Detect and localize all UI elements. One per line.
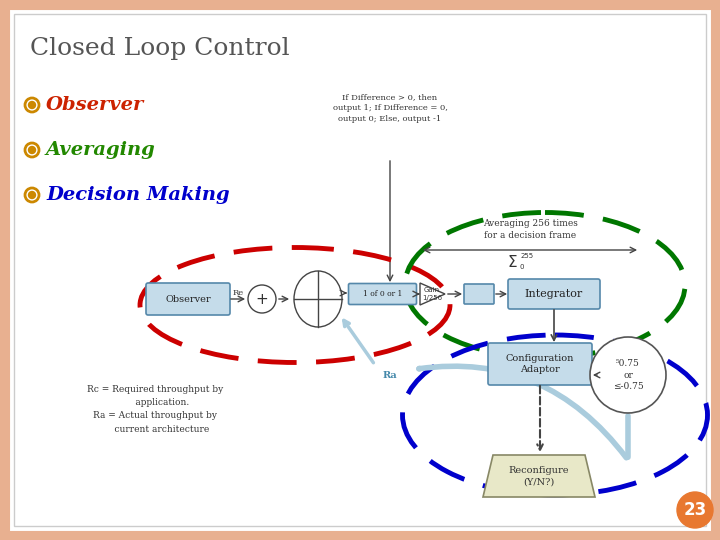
Text: +: + <box>256 293 269 307</box>
FancyBboxPatch shape <box>488 343 592 385</box>
Text: 23: 23 <box>683 501 706 519</box>
Text: 0: 0 <box>519 264 523 270</box>
Text: If Difference > 0, then
output 1; If Difference = 0,
output 0; Else, output -1: If Difference > 0, then output 1; If Dif… <box>333 93 447 123</box>
FancyBboxPatch shape <box>348 284 416 305</box>
Ellipse shape <box>375 100 455 160</box>
Ellipse shape <box>355 42 425 102</box>
Circle shape <box>29 102 35 109</box>
Ellipse shape <box>294 271 342 327</box>
Text: Configuration
Adaptor: Configuration Adaptor <box>506 354 574 374</box>
Ellipse shape <box>388 73 472 137</box>
Text: 255: 255 <box>521 253 534 259</box>
Text: Reconfigure
(Y/N?): Reconfigure (Y/N?) <box>509 465 570 487</box>
Text: ⁵0.75
or
≤-0.75: ⁵0.75 or ≤-0.75 <box>613 359 644 392</box>
Text: Observer: Observer <box>165 294 211 303</box>
Text: Re: Re <box>233 289 243 297</box>
Ellipse shape <box>338 56 402 108</box>
Text: Averaging: Averaging <box>46 141 156 159</box>
Circle shape <box>29 192 35 199</box>
Text: Gain
1/256: Gain 1/256 <box>422 287 442 301</box>
Text: Averaging 256 times
for a decision frame: Averaging 256 times for a decision frame <box>482 219 577 240</box>
Text: Rc = Required throughput by
     application.
Ra = Actual throughput by
     cur: Rc = Required throughput by application.… <box>87 385 223 434</box>
Text: Observer: Observer <box>46 96 144 114</box>
FancyArrowPatch shape <box>419 366 626 458</box>
Text: Closed Loop Control: Closed Loop Control <box>30 37 289 59</box>
Text: Decision Making: Decision Making <box>46 186 230 204</box>
Ellipse shape <box>325 95 405 155</box>
Circle shape <box>248 285 276 313</box>
Circle shape <box>677 492 713 528</box>
Circle shape <box>29 146 35 153</box>
FancyBboxPatch shape <box>508 279 600 309</box>
Ellipse shape <box>381 56 445 108</box>
Ellipse shape <box>352 112 428 168</box>
Ellipse shape <box>590 337 666 413</box>
Text: Integrator: Integrator <box>525 289 583 299</box>
Text: 1 of 0 or 1: 1 of 0 or 1 <box>363 290 402 298</box>
FancyBboxPatch shape <box>464 284 494 304</box>
Polygon shape <box>420 283 445 305</box>
Text: Ra: Ra <box>382 370 397 380</box>
Ellipse shape <box>308 73 392 137</box>
Text: $\Sigma$: $\Sigma$ <box>507 254 517 270</box>
Ellipse shape <box>335 53 445 137</box>
Polygon shape <box>483 455 595 497</box>
FancyBboxPatch shape <box>146 283 230 315</box>
